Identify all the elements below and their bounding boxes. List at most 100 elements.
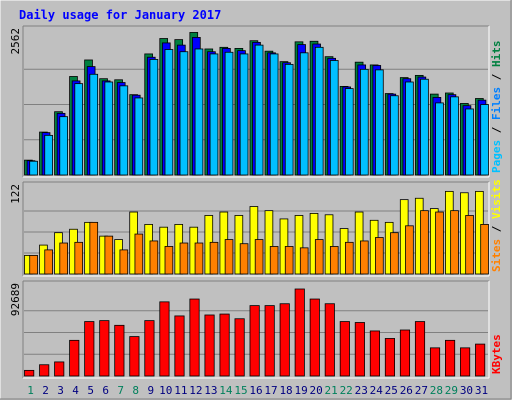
kbytes-bar xyxy=(279,303,290,377)
x-tick-label: 10 xyxy=(159,384,172,397)
sites-bar xyxy=(194,242,204,275)
kbytes-bar xyxy=(234,318,245,377)
kbytes-bar xyxy=(39,364,50,377)
x-tick-label: 13 xyxy=(204,384,217,397)
x-tick-label: 20 xyxy=(310,384,323,397)
x-axis-labels: 1 2 3 4 5 6 7 8 9 10 11 12 13 14 15 16 17 18 19 20 21 22 23 24 2… xyxy=(27,384,488,397)
kbytes-bar xyxy=(324,303,335,377)
sites-bar xyxy=(209,241,219,275)
pages-bar xyxy=(269,53,279,176)
pages-bar xyxy=(435,102,444,176)
kbytes-bar xyxy=(249,305,260,377)
x-tick-label: 7 xyxy=(117,384,124,397)
kbytes-bar xyxy=(399,329,411,377)
legend-kbytes: KBytes xyxy=(490,334,503,374)
panel-hits-files-pages: 2562 Pages / Files / Hits xyxy=(9,25,503,178)
kbytes-bar xyxy=(24,369,35,377)
x-tick-label: 18 xyxy=(279,384,292,397)
pages-bar xyxy=(254,44,264,176)
pages-bar xyxy=(164,49,174,176)
sites-bar xyxy=(179,242,189,275)
sites-bar xyxy=(480,224,489,275)
x-tick-label: 21 xyxy=(325,384,338,397)
sites-bar xyxy=(360,240,369,275)
sites-bar xyxy=(450,210,459,275)
legend-label: Sites xyxy=(490,239,503,272)
visits-bar xyxy=(294,215,304,275)
kbytes-bar xyxy=(84,321,95,377)
x-tick-label: 5 xyxy=(87,384,94,397)
x-tick-label: 25 xyxy=(385,384,398,397)
kbytes-bar xyxy=(384,338,395,377)
sites-bar xyxy=(299,247,309,275)
sites-bar xyxy=(89,221,99,275)
x-tick-label: 24 xyxy=(370,384,384,397)
pages-bar xyxy=(314,46,324,176)
x-tick-label: 28 xyxy=(430,384,443,397)
kbytes-bar xyxy=(460,347,471,377)
kbytes-bar xyxy=(294,288,305,377)
x-tick-label: 1 xyxy=(27,384,34,397)
x-tick-label: 6 xyxy=(102,384,109,397)
sites-bar xyxy=(465,215,474,275)
pages-bar xyxy=(104,81,114,176)
sites-bar xyxy=(329,246,339,275)
pages-bar xyxy=(360,68,369,176)
legend-hits-files-pages: Pages / Files / Hits xyxy=(490,41,503,174)
pages-bar xyxy=(420,78,429,176)
sites-bar xyxy=(134,233,144,275)
kbytes-bar xyxy=(174,315,185,377)
x-tick-label: 9 xyxy=(147,384,154,397)
sites-bar xyxy=(29,255,38,275)
sites-bar xyxy=(224,239,234,275)
chart-panels: 2562 Pages / Files / Hits 122 Sites / Visit… xyxy=(9,25,503,379)
sites-bar xyxy=(405,225,414,275)
kbytes-bar xyxy=(264,305,275,377)
sites-bar xyxy=(284,246,294,275)
pages-bar xyxy=(89,73,99,176)
legend-label: Files xyxy=(490,87,503,120)
pages-bar xyxy=(224,51,234,176)
sites-bar xyxy=(74,241,84,275)
sites-bar xyxy=(104,235,114,275)
pages-bar xyxy=(29,160,38,176)
x-tick-label: 22 xyxy=(340,384,353,397)
pages-bar xyxy=(284,63,294,176)
kbytes-bar xyxy=(445,339,456,377)
legend-label: Hits xyxy=(490,41,503,68)
x-tick-label: 23 xyxy=(355,384,368,397)
x-tick-label: 8 xyxy=(132,384,139,397)
pages-bar xyxy=(480,104,489,176)
x-tick-label: 2 xyxy=(42,384,49,397)
pages-bar xyxy=(390,95,399,176)
pages-bar xyxy=(329,60,339,176)
pages-bar xyxy=(299,52,309,176)
kbytes-bar xyxy=(69,339,80,377)
sites-bar xyxy=(59,242,68,275)
panel-kbytes: 92689 KBytes xyxy=(9,280,503,379)
chart-title: Daily usage for January 2017 xyxy=(19,8,221,22)
kbytes-bar xyxy=(99,320,110,377)
x-tick-label: 31 xyxy=(475,384,488,397)
kbytes-bar xyxy=(114,324,125,377)
sites-bar xyxy=(269,246,279,275)
pages-bar xyxy=(239,53,249,176)
x-tick-label: 29 xyxy=(445,384,458,397)
legend-label: / xyxy=(490,120,503,140)
sites-bar xyxy=(119,249,129,275)
x-tick-label: 14 xyxy=(219,384,233,397)
kbytes-bar xyxy=(159,301,170,377)
sites-bar xyxy=(390,232,399,275)
sites-bar xyxy=(375,237,384,275)
pages-bar xyxy=(450,96,459,176)
sites-bar xyxy=(435,211,444,275)
kbytes-bar xyxy=(339,321,350,377)
kbytes-bar xyxy=(54,361,65,377)
legend-label: Pages xyxy=(490,140,503,173)
sites-bar xyxy=(254,239,264,275)
pages-bar xyxy=(209,53,219,176)
legend-label: / xyxy=(490,219,503,239)
pages-bar xyxy=(119,85,129,176)
kbytes-bar xyxy=(219,313,230,377)
